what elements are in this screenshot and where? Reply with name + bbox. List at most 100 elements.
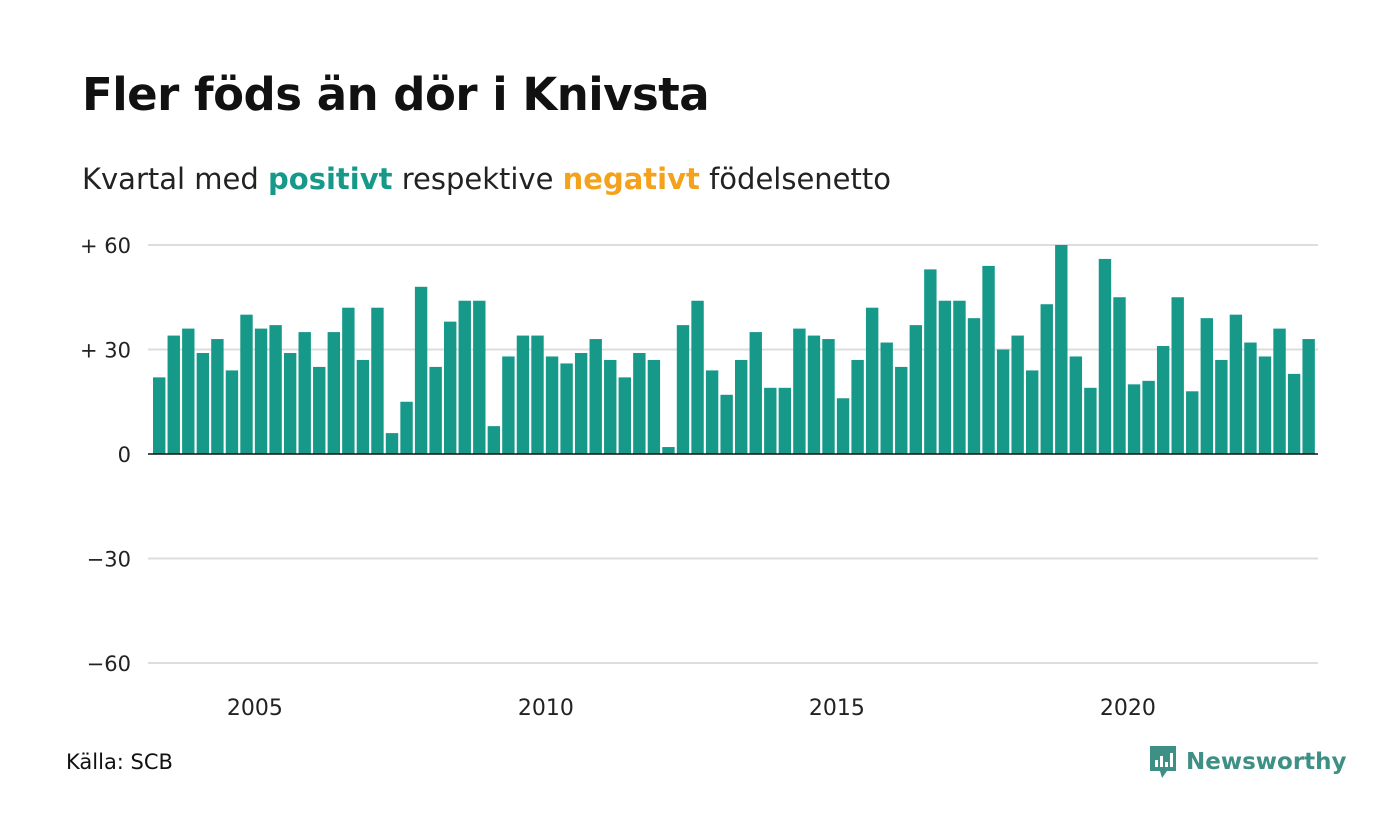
bar [400,401,413,454]
bar [618,377,631,454]
bar [895,366,908,454]
bar [880,342,893,454]
bar [909,325,922,454]
y-tick-label: + 30 [80,339,131,363]
bar [1098,258,1112,454]
bar-chart: + 60 + 30 0 −30 −60 2005 2010 2015 2020 [80,234,1318,721]
bar [662,447,675,454]
bar [1171,297,1184,454]
bar [865,307,879,454]
bar [967,318,981,454]
bar [1084,387,1097,454]
x-tick-label: 2010 [518,696,574,721]
bar [1200,318,1213,454]
bar [764,387,777,454]
bar [1258,356,1272,454]
bar [749,332,762,454]
bar [1273,328,1286,454]
bar [240,314,253,454]
bar [938,300,952,454]
bar [1142,380,1155,454]
subtitle-text-middle: respektive [392,162,563,196]
bar [807,335,821,454]
x-tick-label: 2005 [227,696,283,721]
bar [458,300,471,454]
y-tick-label: −30 [87,548,131,572]
chart-subtitle: Kvartal med positivt respektive negativt… [82,162,891,196]
source-note: Källa: SCB [66,750,173,774]
bar [996,349,1010,454]
bar [414,286,428,454]
bar [531,335,544,454]
brand-logo: Newsworthy [1148,744,1347,780]
bar [385,433,399,454]
brand-name: Newsworthy [1186,749,1347,775]
bar [1287,373,1301,454]
bar [1026,370,1039,454]
bar [647,359,661,454]
y-tick-label: 0 [118,443,131,467]
bar [1069,356,1083,454]
bar [953,300,966,454]
bar [705,370,719,454]
bar [269,325,282,454]
bar [589,339,602,454]
bar [327,332,340,454]
bar [836,398,850,454]
bar [1244,342,1257,454]
subtitle-text-before: Kvartal med [82,162,269,196]
bar [793,328,806,454]
bar [487,426,501,454]
bar [560,363,573,454]
bar [545,356,559,454]
bar [225,370,239,454]
subtitle-negative-word: negativt [562,162,700,196]
bar [444,321,457,454]
bar [356,359,370,454]
bar [574,352,588,454]
subtitle-positive-word: positivt [268,162,393,196]
bar [735,359,748,454]
bar [211,339,224,454]
bar [720,394,733,454]
bar [851,359,864,454]
bar [604,359,617,454]
bar [342,307,355,454]
bar [371,307,384,454]
bar [473,300,486,454]
bar [1186,391,1199,454]
bar [254,328,268,454]
bar [822,339,835,454]
y-tick-label: + 60 [80,234,131,258]
bar [1011,335,1024,454]
bar [1113,297,1126,454]
bar [924,269,937,454]
bar [1055,245,1068,454]
bar [429,366,442,454]
newsworthy-icon [1150,746,1176,778]
bar [283,352,297,454]
bars-layer [153,245,1315,454]
bar [982,265,995,454]
bar [1040,304,1053,454]
chart-title: Fler föds än dör i Knivsta [82,68,710,121]
bar [1215,359,1228,454]
y-tick-label: −60 [87,652,131,676]
bar [182,328,195,454]
subtitle-text-after: födelsenetto [699,162,891,196]
x-tick-label: 2020 [1100,696,1156,721]
bar [153,377,166,454]
bar [676,325,690,454]
bar [167,335,180,454]
axis-layer: + 60 + 30 0 −30 −60 2005 2010 2015 2020 [80,234,1318,721]
bar [691,300,704,454]
bar [298,332,311,454]
grid-layer [148,244,1318,664]
bar [1302,339,1315,454]
bar [196,352,210,454]
bar [502,356,515,454]
x-tick-label: 2015 [809,696,865,721]
bar [633,352,646,454]
bar [1229,314,1243,454]
bar [1156,346,1170,454]
